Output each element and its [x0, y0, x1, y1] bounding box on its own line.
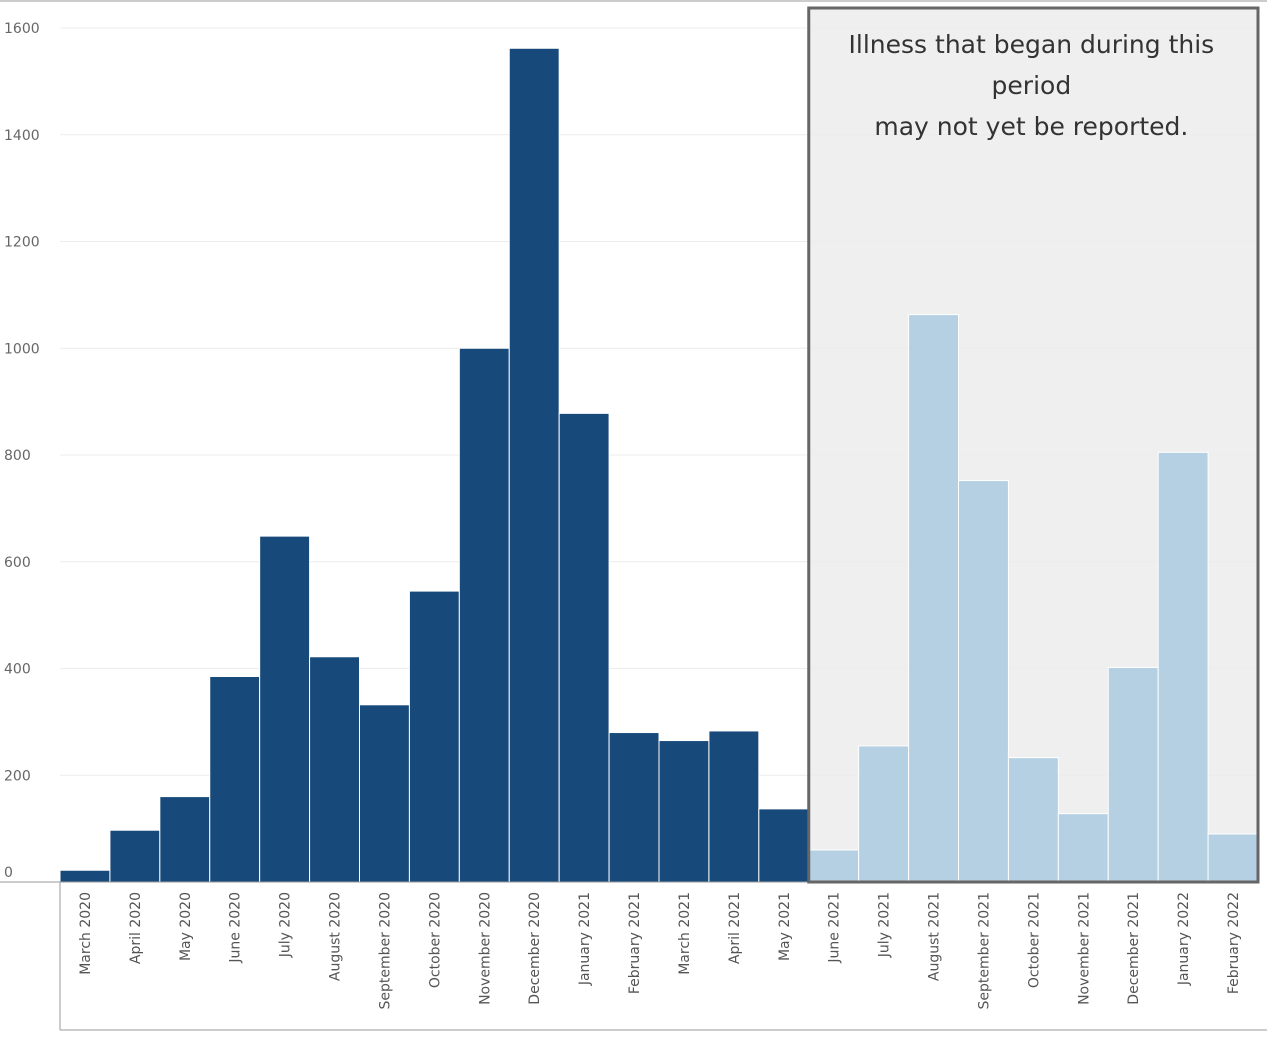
x-category-label: June 2020 [228, 892, 244, 964]
x-category-label: March 2020 [78, 892, 94, 975]
y-tick-label: 0 [4, 865, 13, 881]
bar-september-2020 [359, 704, 410, 883]
x-category-label: March 2021 [677, 892, 693, 975]
bar-may-2021 [758, 808, 810, 883]
x-category-label: January 2022 [1176, 892, 1192, 986]
bar-october-2021 [1007, 757, 1059, 883]
x-category-label: December 2020 [527, 892, 543, 1005]
x-category-label: May 2021 [777, 892, 793, 961]
x-category-label: July 2020 [278, 892, 294, 958]
x-category-label: May 2020 [178, 892, 194, 961]
y-tick-label: 1400 [4, 128, 40, 144]
bar-may-2020 [159, 796, 211, 883]
y-tick-label: 400 [4, 662, 31, 678]
bar-february-2022 [1207, 833, 1259, 883]
bar-august-2021 [908, 314, 959, 883]
x-category-label: April 2021 [727, 892, 743, 964]
bar-march-2021 [658, 740, 710, 883]
y-tick-label: 1600 [4, 21, 40, 37]
x-category-label: July 2021 [877, 892, 893, 958]
x-category-label: November 2020 [477, 892, 493, 1005]
bar-august-2020 [309, 656, 361, 883]
bar-march-2020 [59, 869, 111, 883]
bar-july-2021 [858, 745, 910, 883]
bar-november-2020 [458, 347, 510, 883]
bar-november-2021 [1057, 813, 1109, 883]
bar-july-2020 [259, 535, 311, 883]
bar-june-2021 [808, 849, 860, 883]
x-category-label: January 2021 [577, 892, 593, 986]
bar-april-2020 [109, 829, 161, 883]
x-category-label: April 2020 [128, 892, 144, 964]
y-tick-label: 1200 [4, 235, 40, 251]
x-category-label: November 2021 [1076, 892, 1092, 1005]
x-category-label: October 2021 [1026, 892, 1042, 988]
x-category-label: February 2021 [627, 892, 643, 994]
bar-february-2021 [608, 732, 660, 883]
x-category-label: August 2021 [927, 892, 943, 981]
x-category-label: September 2021 [976, 892, 992, 1009]
x-category-label: August 2020 [328, 892, 344, 981]
x-category-label: December 2021 [1126, 892, 1142, 1005]
annotation-line: Illness that began during this [849, 30, 1215, 59]
bar-january-2021 [558, 412, 610, 883]
bar-june-2020 [209, 676, 261, 883]
bar-october-2020 [408, 590, 460, 883]
annotation-line: may not yet be reported. [874, 112, 1188, 141]
annotation-line: period [992, 71, 1072, 100]
x-category-label: June 2021 [827, 892, 843, 964]
x-category-label: February 2022 [1226, 892, 1242, 994]
bar-december-2020 [508, 47, 560, 883]
bar-january-2022 [1157, 451, 1209, 883]
bar-december-2021 [1107, 666, 1159, 883]
x-category-label: September 2020 [377, 892, 393, 1009]
x-category-label: October 2020 [427, 892, 443, 988]
bar-april-2021 [708, 730, 760, 883]
reporting-lag-box [807, 6, 1260, 884]
bar-september-2021 [958, 480, 1009, 883]
y-tick-label: 600 [4, 555, 31, 571]
y-tick-label: 800 [4, 448, 31, 464]
y-tick-label: 1000 [4, 341, 40, 357]
y-tick-label: 200 [4, 768, 31, 784]
